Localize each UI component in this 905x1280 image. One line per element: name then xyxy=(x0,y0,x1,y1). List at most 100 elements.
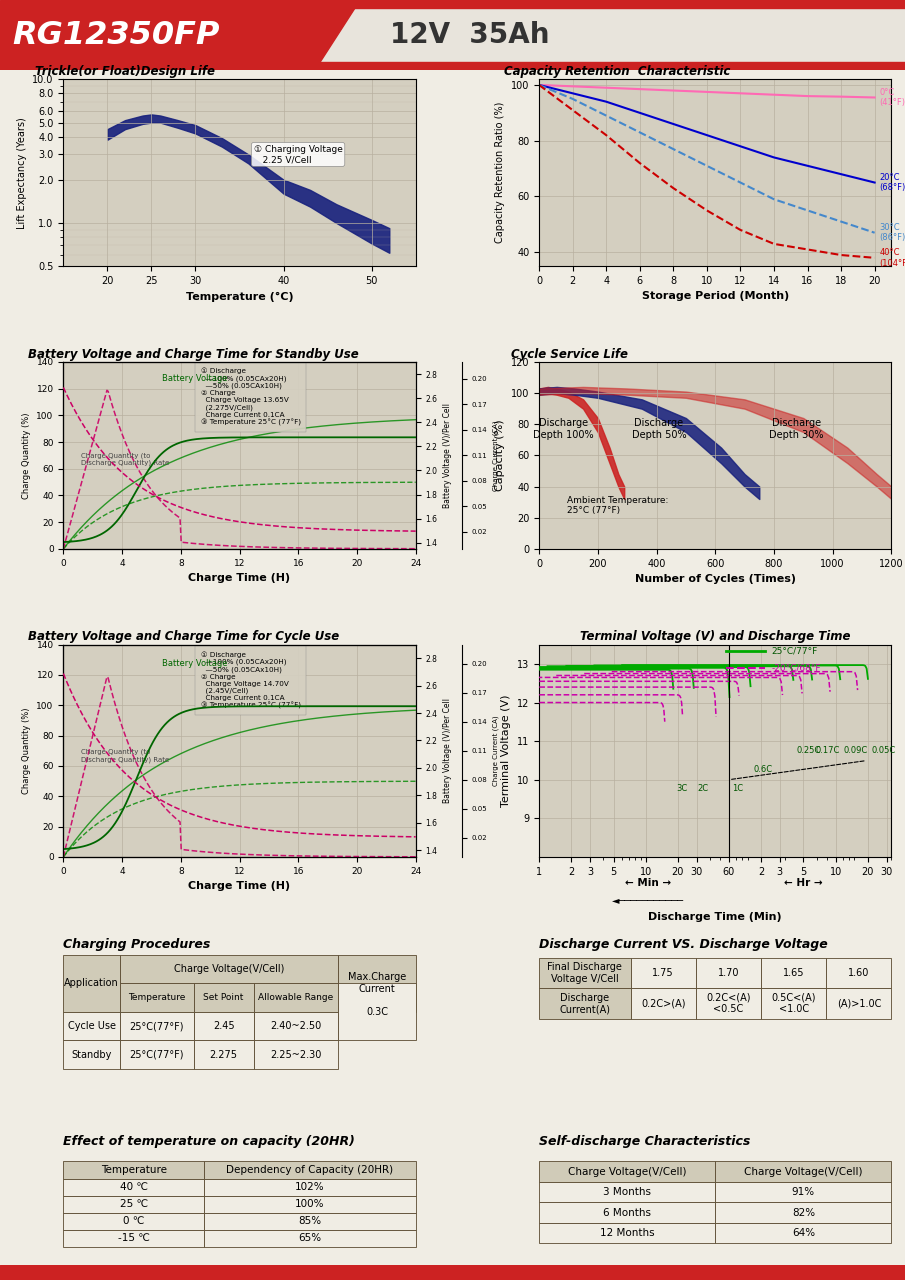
Text: 102%: 102% xyxy=(295,1183,325,1192)
Text: ① Discharge
  —100% (0.05CAx20H)
  —50% (0.05CAx10H)
② Charge
  Charge Voltage 1: ① Discharge —100% (0.05CAx20H) —50% (0.0… xyxy=(201,652,300,709)
Bar xyxy=(715,1181,891,1202)
Text: 0.09C: 0.09C xyxy=(843,746,868,755)
Text: 25°C(77°F): 25°C(77°F) xyxy=(129,1050,184,1060)
Y-axis label: Terminal Voltage (V): Terminal Voltage (V) xyxy=(501,695,511,806)
Text: Charge Voltage(V/Cell): Charge Voltage(V/Cell) xyxy=(744,1166,862,1176)
Text: Standby: Standby xyxy=(71,1050,111,1060)
Bar xyxy=(539,957,631,988)
Text: Battery Voltage: Battery Voltage xyxy=(162,659,227,668)
Bar xyxy=(119,983,194,1011)
Text: Application: Application xyxy=(64,978,119,988)
X-axis label: Number of Cycles (Times): Number of Cycles (Times) xyxy=(634,575,795,584)
Title: Terminal Voltage (V) and Discharge Time: Terminal Voltage (V) and Discharge Time xyxy=(580,631,851,644)
Text: Set Point: Set Point xyxy=(204,993,243,1002)
Bar xyxy=(63,1161,205,1179)
Text: Max.Charge
Current: Max.Charge Current xyxy=(348,973,406,995)
Bar xyxy=(0,63,905,70)
Text: 0.6C: 0.6C xyxy=(754,765,773,774)
Bar xyxy=(539,988,631,1019)
Polygon shape xyxy=(0,8,355,63)
Bar xyxy=(205,1179,415,1196)
Bar xyxy=(205,1230,415,1247)
Bar xyxy=(826,988,891,1019)
Text: 3 Months: 3 Months xyxy=(603,1187,651,1197)
Text: 40 ℃: 40 ℃ xyxy=(119,1183,148,1192)
Bar xyxy=(761,988,826,1019)
Bar xyxy=(826,957,891,988)
X-axis label: Charge Time (H): Charge Time (H) xyxy=(188,573,291,584)
Y-axis label: Charge Current (CA): Charge Current (CA) xyxy=(492,420,499,490)
Text: 2.25~2.30: 2.25~2.30 xyxy=(271,1050,321,1060)
Text: 0.2C<(A)
<0.5C: 0.2C<(A) <0.5C xyxy=(706,993,751,1015)
Text: 6 Months: 6 Months xyxy=(603,1207,651,1217)
Text: 30°C
(86°F): 30°C (86°F) xyxy=(880,223,905,242)
Text: Trickle(or Float)Design Life: Trickle(or Float)Design Life xyxy=(35,65,215,78)
Text: 0.2C>(A): 0.2C>(A) xyxy=(641,998,685,1009)
Text: (A)>1.0C: (A)>1.0C xyxy=(836,998,881,1009)
Text: Cycle Service Life: Cycle Service Life xyxy=(510,348,628,361)
Text: Cycle Use: Cycle Use xyxy=(68,1021,116,1032)
Bar xyxy=(696,988,761,1019)
Bar xyxy=(194,1041,253,1069)
Bar xyxy=(761,957,826,988)
Bar xyxy=(63,955,119,1011)
Text: Temperature: Temperature xyxy=(100,1165,167,1175)
Text: Final Discharge
Voltage V/Cell: Final Discharge Voltage V/Cell xyxy=(548,963,623,984)
Bar xyxy=(0,0,905,8)
Text: 0.05C: 0.05C xyxy=(872,746,896,755)
Bar xyxy=(63,1011,119,1041)
Text: 2C: 2C xyxy=(697,785,709,794)
X-axis label: Charge Time (H): Charge Time (H) xyxy=(188,881,291,891)
Text: 25°C(77°F): 25°C(77°F) xyxy=(129,1021,184,1032)
Text: 85%: 85% xyxy=(299,1216,321,1226)
Text: Ambient Temperature:
25°C (77°F): Ambient Temperature: 25°C (77°F) xyxy=(567,495,669,515)
Bar xyxy=(539,1161,715,1181)
Y-axis label: Charge Quantity (%): Charge Quantity (%) xyxy=(22,412,31,499)
Bar xyxy=(338,983,415,1041)
X-axis label: Storage Period (Month): Storage Period (Month) xyxy=(642,292,789,302)
Text: Discharge
Depth 100%: Discharge Depth 100% xyxy=(533,419,594,439)
Bar xyxy=(119,1041,194,1069)
Text: 12 Months: 12 Months xyxy=(600,1228,654,1238)
Bar xyxy=(205,1212,415,1230)
Y-axis label: Battery Voltage (V)/Per Cell: Battery Voltage (V)/Per Cell xyxy=(443,403,452,508)
Text: 91%: 91% xyxy=(792,1187,814,1197)
Text: Battery Voltage and Charge Time for Standby Use: Battery Voltage and Charge Time for Stan… xyxy=(28,348,359,361)
Bar xyxy=(205,1161,415,1179)
Bar xyxy=(539,1202,715,1222)
Text: 0°C
(41°F): 0°C (41°F) xyxy=(880,88,905,108)
Bar xyxy=(539,1181,715,1202)
Text: 12V  35Ah: 12V 35Ah xyxy=(390,22,549,49)
Bar xyxy=(539,1222,715,1243)
Text: 2.275: 2.275 xyxy=(210,1050,238,1060)
Y-axis label: Charge Current (CA): Charge Current (CA) xyxy=(492,716,499,786)
Text: Allowable Range: Allowable Range xyxy=(258,993,334,1002)
Bar xyxy=(63,1196,205,1212)
Bar xyxy=(119,955,338,983)
Text: RG12350FP: RG12350FP xyxy=(12,19,220,51)
Text: Discharge
Current(A): Discharge Current(A) xyxy=(559,993,610,1015)
Text: ① Charging Voltage
   2.25 V/Cell: ① Charging Voltage 2.25 V/Cell xyxy=(253,145,342,164)
Text: ① Discharge
  —100% (0.05CAx20H)
  —50% (0.05CAx10H)
② Charge
  Charge Voltage 1: ① Discharge —100% (0.05CAx20H) —50% (0.0… xyxy=(201,367,300,426)
Text: 25 ℃: 25 ℃ xyxy=(119,1199,148,1210)
Bar xyxy=(338,955,415,1011)
Bar xyxy=(205,1196,415,1212)
Text: Charge Quantity (to
Discharge Quantity) Rate: Charge Quantity (to Discharge Quantity) … xyxy=(81,452,169,466)
Text: 40°C
(104°F): 40°C (104°F) xyxy=(880,248,905,268)
Text: ◄───────────: ◄─────────── xyxy=(612,895,684,905)
Text: Charging Procedures: Charging Procedures xyxy=(63,938,211,951)
Bar xyxy=(631,988,696,1019)
Text: Capacity Retention  Characteristic: Capacity Retention Characteristic xyxy=(504,65,730,78)
Text: 2.45: 2.45 xyxy=(213,1021,234,1032)
Bar xyxy=(715,1161,891,1181)
Text: 1.60: 1.60 xyxy=(848,968,870,978)
Bar xyxy=(63,1212,205,1230)
Text: 0.5C<(A)
<1.0C: 0.5C<(A) <1.0C xyxy=(771,993,816,1015)
Text: 0.17C: 0.17C xyxy=(815,746,840,755)
Text: Battery Voltage and Charge Time for Cycle Use: Battery Voltage and Charge Time for Cycl… xyxy=(28,631,339,644)
Text: -15 ℃: -15 ℃ xyxy=(118,1234,149,1243)
Y-axis label: Capacity Retention Ratio (%): Capacity Retention Ratio (%) xyxy=(495,102,505,243)
Text: Discharge Time (Min): Discharge Time (Min) xyxy=(648,913,782,922)
Bar xyxy=(119,1011,194,1041)
Text: ← Min →: ← Min → xyxy=(625,878,672,888)
